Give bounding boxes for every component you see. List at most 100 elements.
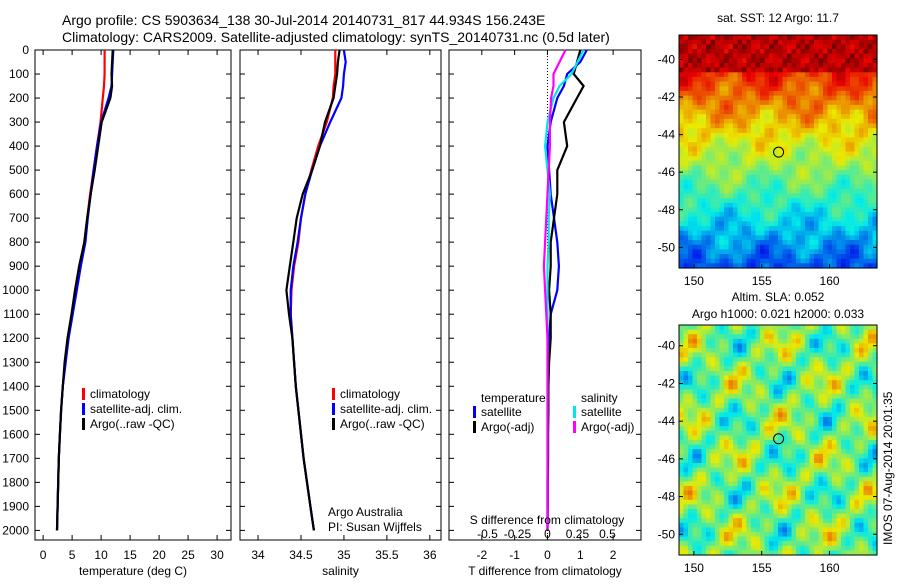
map-cell bbox=[796, 444, 802, 450]
map-cell bbox=[706, 486, 712, 492]
map-cell bbox=[854, 207, 860, 213]
map-cell bbox=[683, 325, 689, 331]
map-cell bbox=[823, 384, 829, 390]
map-cell bbox=[679, 499, 685, 505]
map-cell bbox=[814, 504, 820, 510]
map-cell bbox=[841, 128, 847, 134]
map-cell bbox=[850, 417, 856, 423]
map-cell bbox=[868, 72, 874, 78]
map-cell bbox=[814, 67, 820, 73]
map-cell bbox=[827, 151, 833, 157]
map-cell bbox=[760, 407, 766, 413]
map-cell bbox=[724, 226, 730, 232]
map-cell bbox=[841, 389, 847, 395]
map-cell bbox=[755, 244, 761, 250]
map-cell bbox=[796, 184, 802, 190]
map-cell bbox=[737, 128, 743, 134]
map-cell bbox=[679, 235, 685, 241]
map-cell bbox=[805, 146, 811, 153]
credit-line: Argo Australia bbox=[328, 505, 403, 519]
map-cell bbox=[755, 532, 761, 538]
map-cell bbox=[863, 86, 869, 92]
map-cell bbox=[728, 357, 734, 363]
map-cell bbox=[778, 142, 784, 148]
map-cell bbox=[778, 184, 784, 190]
map-cell bbox=[850, 518, 856, 524]
map-cell bbox=[773, 142, 779, 148]
map-cell bbox=[742, 212, 748, 218]
map-cell bbox=[728, 235, 734, 241]
map-cell bbox=[728, 86, 734, 92]
map-cell bbox=[809, 398, 815, 404]
map-cell bbox=[814, 440, 820, 446]
map-cell bbox=[746, 90, 752, 97]
map-cell bbox=[760, 188, 766, 195]
map-cell bbox=[769, 240, 775, 246]
map-cell bbox=[872, 384, 878, 390]
map-cell bbox=[854, 35, 860, 41]
map-cell bbox=[719, 467, 725, 473]
map-cell bbox=[710, 240, 716, 246]
map-cell bbox=[737, 421, 743, 427]
map-cell bbox=[827, 329, 833, 335]
map-cell bbox=[814, 132, 820, 139]
map-cell bbox=[715, 249, 721, 255]
map-cell bbox=[724, 114, 730, 120]
map-cell bbox=[715, 380, 721, 386]
map-cell bbox=[845, 221, 851, 227]
map-cell bbox=[818, 467, 824, 473]
map-cell bbox=[809, 366, 815, 372]
map-cell bbox=[823, 357, 829, 363]
map-cell bbox=[827, 412, 833, 418]
map-cell bbox=[715, 550, 721, 556]
map-cell bbox=[823, 165, 829, 171]
map-cell bbox=[782, 44, 788, 50]
map-cell bbox=[836, 361, 842, 367]
map-cell bbox=[679, 430, 685, 436]
map-cell bbox=[863, 352, 869, 358]
map-cell bbox=[782, 216, 788, 222]
map-cell bbox=[697, 499, 703, 505]
map-cell bbox=[787, 67, 793, 73]
map-cell bbox=[710, 230, 716, 236]
map-cell bbox=[850, 254, 856, 260]
map-cell bbox=[827, 198, 833, 204]
map-cell bbox=[692, 389, 698, 395]
map-cell bbox=[697, 495, 703, 501]
map-cell bbox=[796, 550, 802, 556]
map-cell bbox=[845, 63, 851, 69]
map-cell bbox=[841, 72, 847, 78]
map-cell bbox=[751, 458, 757, 464]
map-cell bbox=[800, 481, 806, 487]
map-cell bbox=[809, 58, 815, 64]
map-cell bbox=[755, 417, 761, 423]
map-cell bbox=[818, 490, 824, 496]
map-cell bbox=[715, 458, 721, 464]
map-cell bbox=[715, 254, 721, 260]
map-cell bbox=[719, 72, 725, 78]
map-cell bbox=[719, 118, 725, 125]
map-cell bbox=[688, 329, 694, 335]
map-cell bbox=[755, 170, 761, 176]
map-cell bbox=[688, 421, 694, 427]
map-cell bbox=[832, 67, 838, 73]
map-cell bbox=[841, 198, 847, 204]
map-cell bbox=[683, 430, 689, 436]
y-tick-label: 500 bbox=[9, 163, 29, 177]
map-cell bbox=[854, 467, 860, 473]
map-cell bbox=[706, 504, 712, 510]
map-cell bbox=[683, 513, 689, 519]
map-cell bbox=[859, 230, 865, 236]
map-cell bbox=[755, 440, 761, 446]
map-cell bbox=[814, 348, 820, 354]
map-cell bbox=[854, 81, 860, 87]
map-cell bbox=[782, 380, 788, 386]
map-cell bbox=[841, 100, 847, 106]
map-cell bbox=[872, 550, 878, 556]
map-cell bbox=[787, 202, 793, 209]
map-cell bbox=[809, 458, 815, 464]
map-cell bbox=[715, 263, 721, 269]
map-cell bbox=[719, 165, 725, 171]
map-cell bbox=[755, 384, 761, 390]
map-cell bbox=[841, 63, 847, 69]
